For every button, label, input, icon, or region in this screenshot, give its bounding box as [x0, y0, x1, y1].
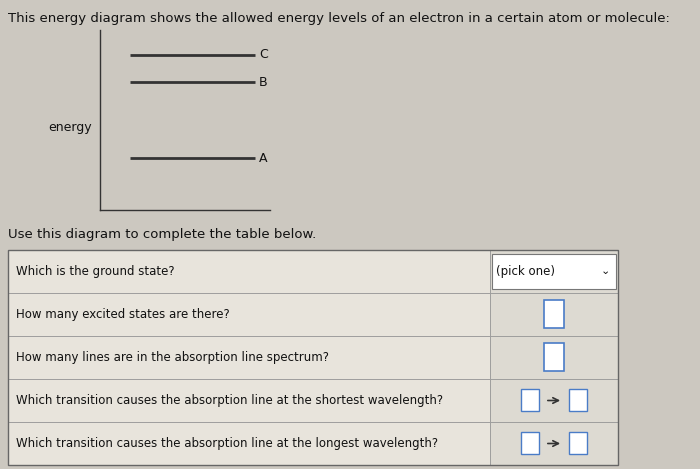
- Text: How many lines are in the absorption line spectrum?: How many lines are in the absorption lin…: [16, 351, 329, 364]
- Bar: [8, 250, 618, 465]
- Bar: [569, 432, 587, 454]
- Bar: [569, 389, 587, 411]
- Bar: [521, 432, 539, 454]
- Text: Which transition causes the absorption line at the longest wavelength?: Which transition causes the absorption l…: [16, 437, 438, 450]
- Bar: [490, 250, 618, 293]
- Bar: [521, 389, 539, 411]
- Text: How many excited states are there?: How many excited states are there?: [16, 308, 230, 321]
- Bar: [490, 422, 618, 465]
- Bar: [544, 343, 564, 371]
- Bar: [8, 422, 490, 465]
- Text: Which transition causes the absorption line at the shortest wavelength?: Which transition causes the absorption l…: [16, 394, 443, 407]
- Text: A: A: [259, 151, 267, 165]
- Text: ⌄: ⌄: [601, 266, 610, 277]
- Text: This energy diagram shows the allowed energy levels of an electron in a certain : This energy diagram shows the allowed en…: [8, 12, 670, 25]
- Text: C: C: [259, 48, 267, 61]
- Bar: [8, 250, 490, 293]
- Text: Which is the ground state?: Which is the ground state?: [16, 265, 174, 278]
- Bar: [490, 336, 618, 379]
- Bar: [8, 379, 490, 422]
- Bar: [544, 301, 564, 328]
- Bar: [8, 336, 490, 379]
- Text: Use this diagram to complete the table below.: Use this diagram to complete the table b…: [8, 228, 316, 241]
- Bar: [490, 379, 618, 422]
- Bar: [490, 293, 618, 336]
- Text: energy: energy: [48, 121, 92, 135]
- Bar: [8, 293, 490, 336]
- Text: B: B: [259, 76, 267, 89]
- Bar: [492, 254, 616, 289]
- Text: (pick one): (pick one): [496, 265, 555, 278]
